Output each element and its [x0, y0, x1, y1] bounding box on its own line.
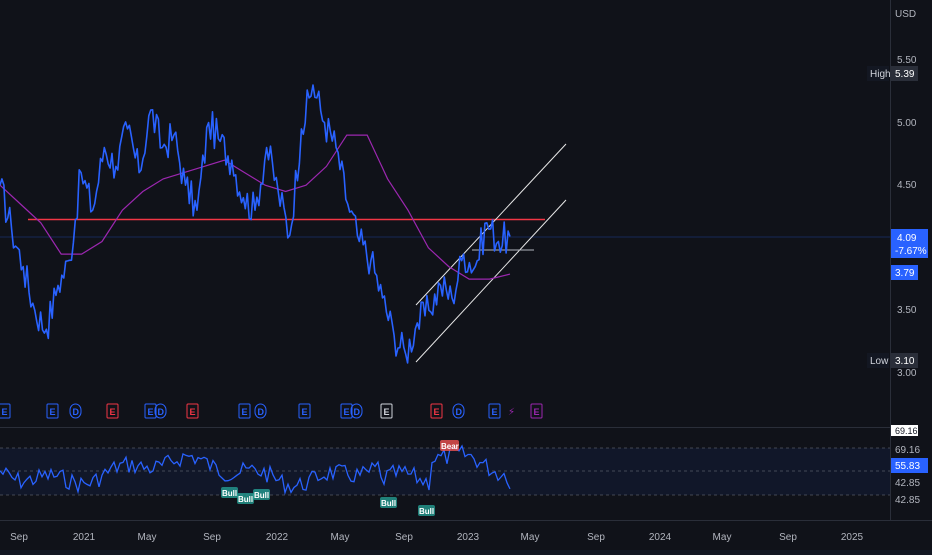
time-label-12: May: [713, 532, 732, 543]
event-marker-12[interactable]: D: [354, 407, 361, 417]
time-label-14: 2025: [841, 532, 864, 543]
event-marker-2[interactable]: E: [50, 407, 56, 417]
rsi-label-bottom: 42.85: [895, 495, 920, 506]
event-marker-15-frame[interactable]: [452, 403, 465, 419]
event-marker-2-frame[interactable]: [46, 403, 59, 419]
bull-signal-3-label: Bull: [254, 491, 269, 500]
last-price-value: 4.09: [897, 233, 917, 244]
time-label-1: Sep: [10, 532, 28, 543]
lightning-icon[interactable]: ⚡: [508, 407, 515, 418]
main-pane[interactable]: [0, 0, 890, 428]
low-value: 3.10: [895, 356, 915, 367]
rsi-line: [0, 444, 511, 496]
rsi-current-value: 55.83: [895, 461, 920, 472]
rsi-label-lower: 42.85: [895, 478, 920, 489]
event-marker-10-frame[interactable]: [298, 403, 311, 419]
event-marker-16[interactable]: E: [492, 407, 498, 417]
currency-label: USD: [895, 9, 916, 20]
low-tag: Low 3.10: [867, 353, 918, 368]
last-price-tag: 4.09 -7.67%: [891, 229, 928, 258]
event-marker-15[interactable]: D: [456, 407, 463, 417]
ma-value: 3.79: [895, 268, 915, 279]
event-marker-8[interactable]: E: [242, 407, 248, 417]
event-marker-11-frame[interactable]: [340, 403, 353, 419]
event-marker-7-frame[interactable]: [186, 403, 199, 419]
bull-signal-2[interactable]: Bull: [237, 493, 254, 504]
event-marker-5[interactable]: E: [148, 407, 154, 417]
event-marker-9[interactable]: D: [258, 407, 265, 417]
event-marker-3-frame[interactable]: [69, 403, 82, 419]
time-label-9: May: [521, 532, 540, 543]
bull-signal-2-label: Bull: [238, 495, 253, 504]
time-label-6: May: [331, 532, 350, 543]
bull-signal-5[interactable]: Bull: [418, 505, 435, 516]
event-marker-17[interactable]: E: [534, 407, 540, 417]
bull-signal-4[interactable]: Bull: [380, 497, 397, 508]
time-label-7: Sep: [395, 532, 413, 543]
ma-tag: 3.79: [891, 265, 918, 280]
event-marker-12-frame[interactable]: [350, 403, 363, 419]
low-label: Low: [870, 356, 889, 367]
bull-signal-1[interactable]: Bull: [221, 487, 238, 498]
event-marker-14-frame[interactable]: [430, 403, 443, 419]
event-marker-9-frame[interactable]: [254, 403, 267, 419]
rsi-label-upper: 69.16: [895, 445, 920, 456]
event-marker-1[interactable]: E: [2, 407, 8, 417]
time-label-11: 2024: [649, 532, 672, 543]
event-marker-6-frame[interactable]: [154, 403, 167, 419]
price-line: [0, 84, 511, 364]
bull-signal-4-label: Bull: [381, 499, 396, 508]
event-marker-7[interactable]: E: [190, 407, 196, 417]
event-marker-16-frame[interactable]: [488, 403, 501, 419]
rsi-axis: 69.16 69.16 55.83 42.85 42.85: [891, 425, 928, 506]
time-label-13: Sep: [779, 532, 797, 543]
event-marker-8-frame[interactable]: [238, 403, 251, 419]
event-marker-6[interactable]: D: [158, 407, 165, 417]
event-marker-4-frame[interactable]: [106, 403, 119, 419]
event-marker-3[interactable]: D: [73, 407, 80, 417]
time-label-10: Sep: [587, 532, 605, 543]
bull-signal-3[interactable]: Bull: [253, 489, 270, 500]
event-marker-13[interactable]: E: [384, 407, 390, 417]
last-price-change: -7.67%: [895, 246, 927, 257]
event-marker-14[interactable]: E: [434, 407, 440, 417]
channel-lower-line[interactable]: [415, 199, 567, 363]
time-label-3: May: [138, 532, 157, 543]
bear-signal[interactable]: Bear: [440, 440, 459, 451]
time-label-4: Sep: [203, 532, 221, 543]
time-axis[interactable]: Sep 2021 May Sep 2022 May Sep 2023 May Sep 2024 May…: [10, 532, 863, 543]
event-marker-10[interactable]: E: [302, 407, 308, 417]
rsi-label-top: 69.16: [895, 426, 918, 436]
price-tick-5-50: 5.50: [897, 55, 917, 66]
time-label-2: 2021: [73, 532, 96, 543]
event-marker-11[interactable]: E: [344, 407, 350, 417]
high-value: 5.39: [895, 69, 915, 80]
time-label-5: 2022: [266, 532, 289, 543]
events-row[interactable]: E E D E E D E E D E E D E E D E E⚡: [0, 403, 543, 419]
price-tick-3-00: 3.00: [897, 368, 917, 379]
price-tick-4-50: 4.50: [897, 180, 917, 191]
event-marker-1-frame[interactable]: [0, 403, 11, 419]
price-tick-5-00: 5.00: [897, 118, 917, 129]
bull-signal-5-label: Bull: [419, 507, 434, 516]
price-tick-3-50: 3.50: [897, 305, 917, 316]
time-label-8: 2023: [457, 532, 480, 543]
high-label: High: [870, 69, 891, 80]
event-marker-17-frame[interactable]: [530, 403, 543, 419]
event-marker-13-frame[interactable]: [380, 403, 393, 419]
event-marker-4[interactable]: E: [110, 407, 116, 417]
event-marker-5-frame[interactable]: [144, 403, 157, 419]
moving-average-line: [0, 134, 511, 280]
high-tag: High 5.39: [867, 66, 918, 81]
bear-signal-label: Bear: [441, 442, 459, 451]
bull-signal-1-label: Bull: [222, 489, 237, 498]
